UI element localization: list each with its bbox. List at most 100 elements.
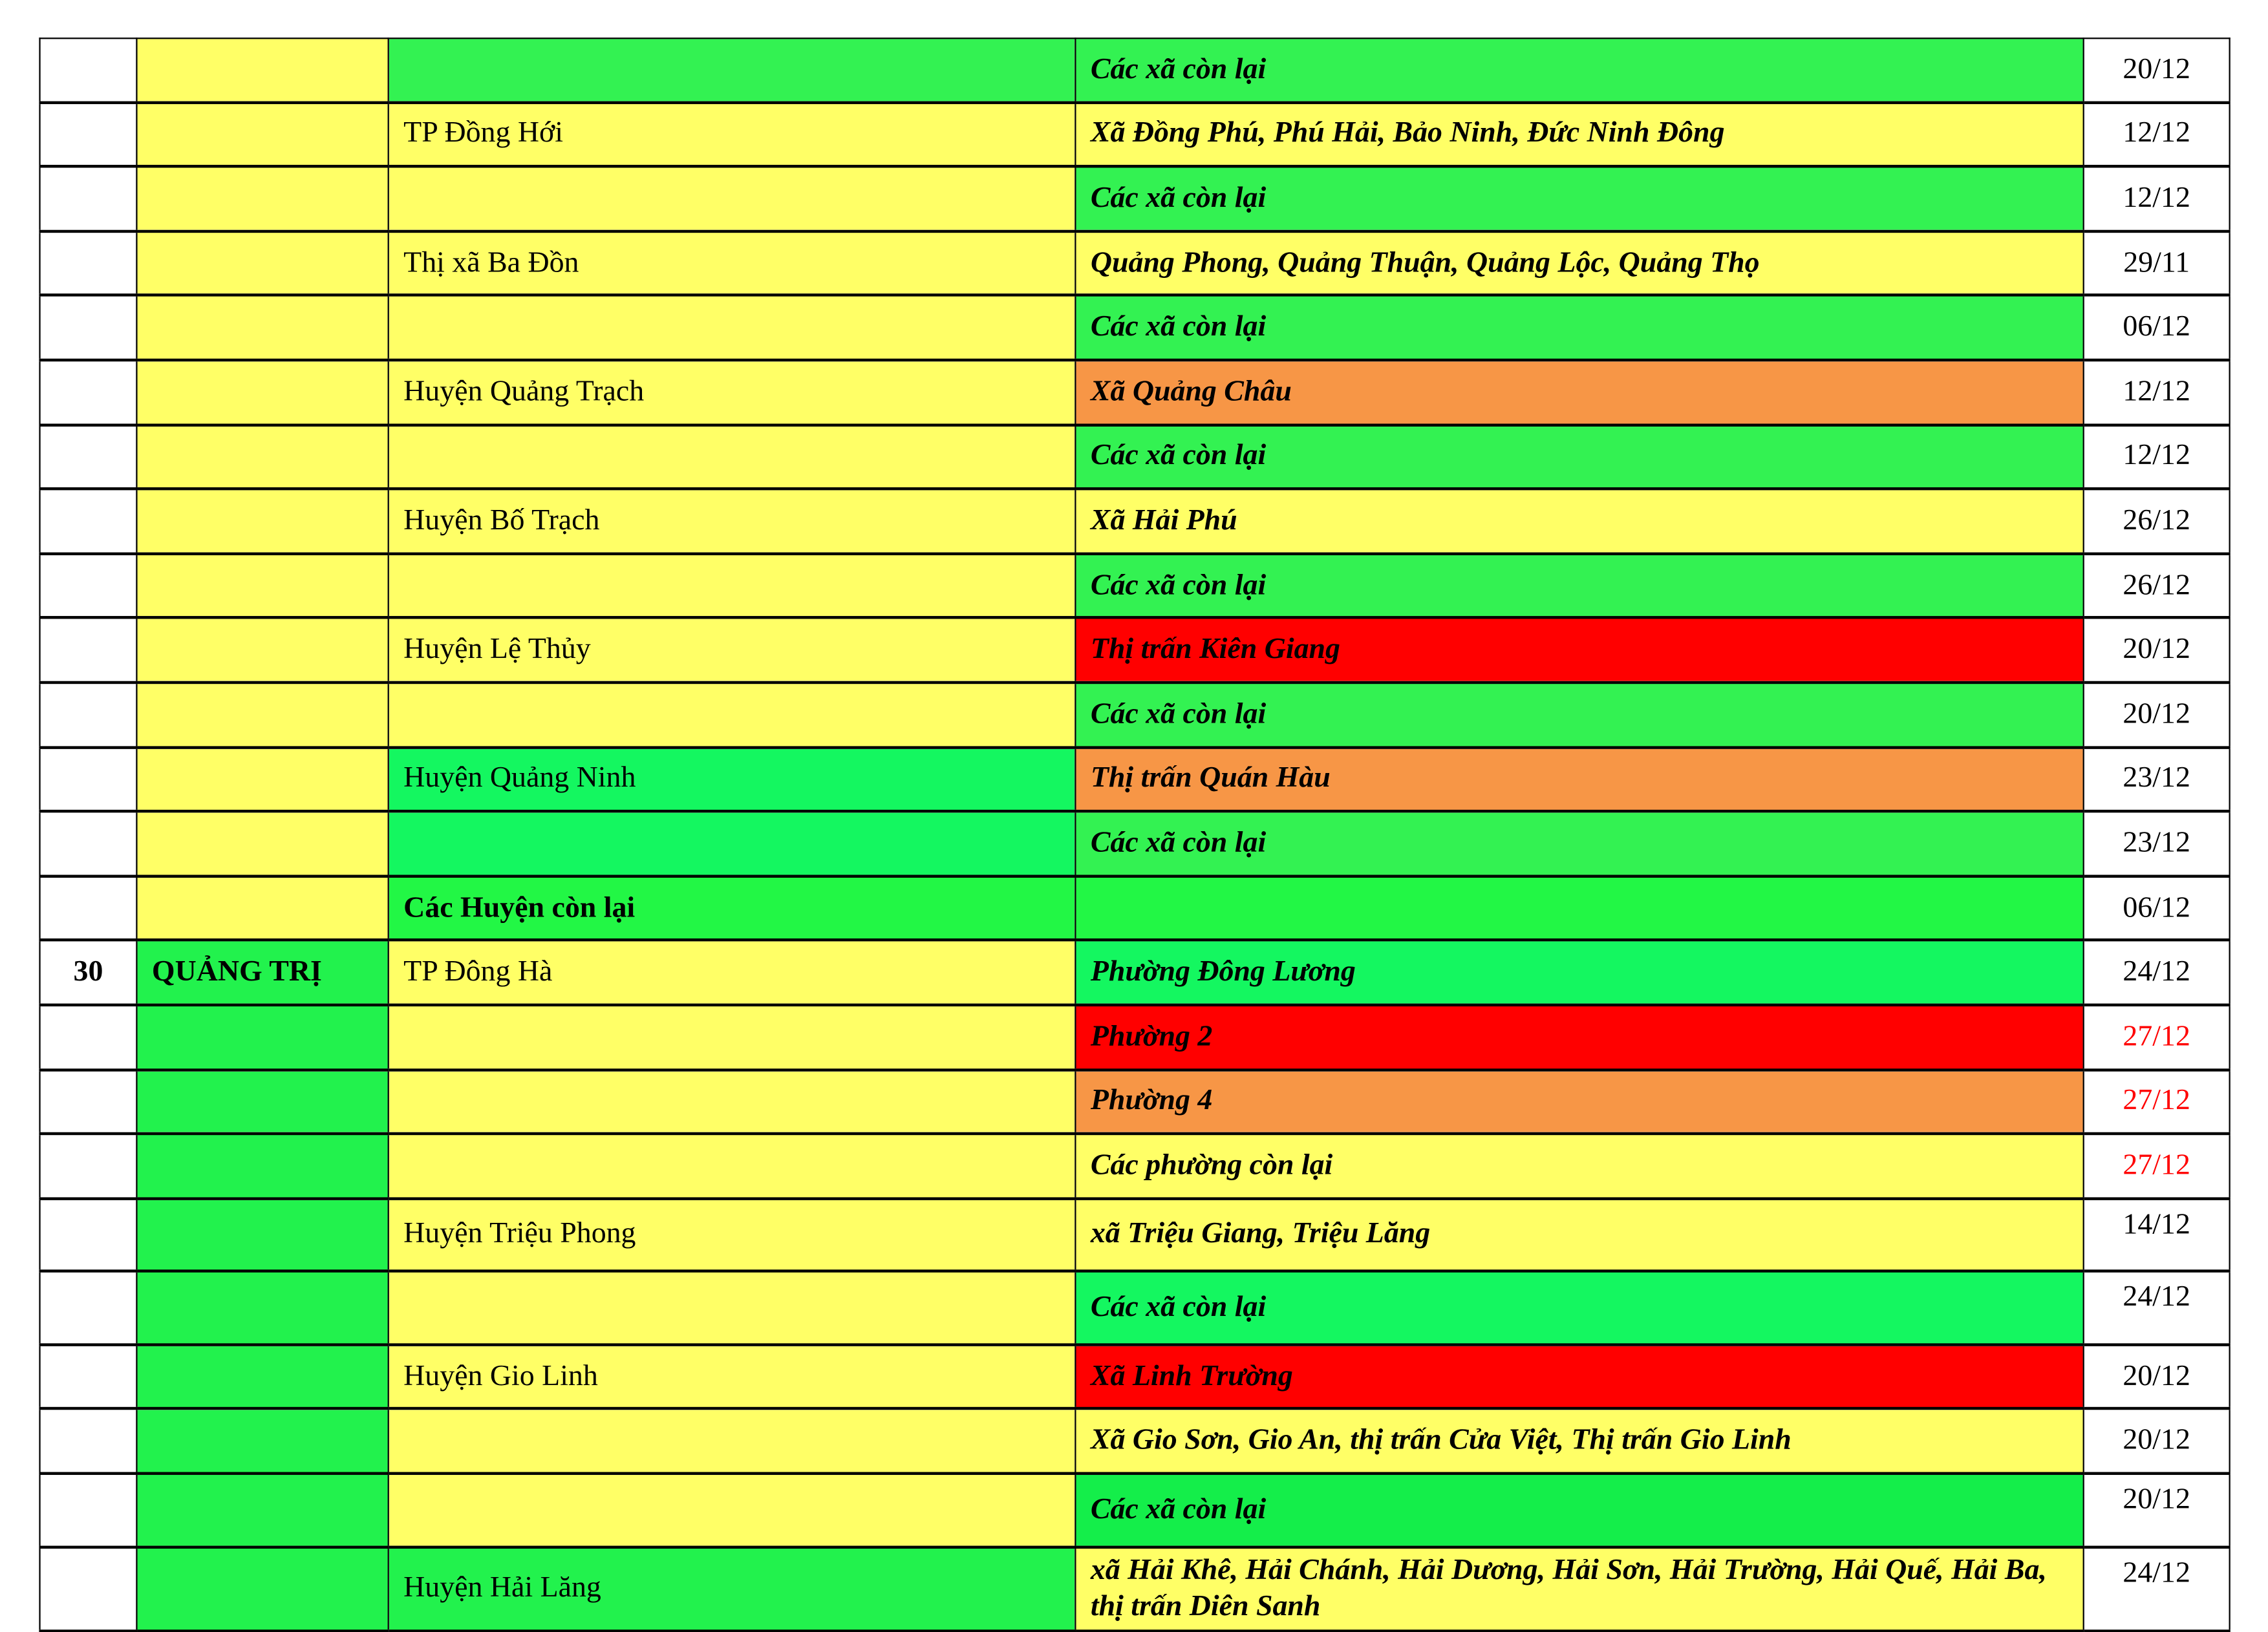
table-row: Huyện Quảng Ninh Thị trấn Quán Hàu 23/12: [39, 746, 2231, 813]
date-cell: 27/12: [2082, 1068, 2231, 1136]
province-cell: [136, 875, 389, 942]
row-number-cell: [39, 1545, 138, 1632]
commune-cell: Xã Quảng Châu: [1075, 359, 2084, 426]
row-number-cell: [39, 1133, 138, 1200]
date-cell: 20/12: [2082, 681, 2231, 748]
district-cell: [387, 553, 1076, 620]
date-cell: 24/12: [2082, 1271, 2231, 1346]
date-cell: 29/11: [2082, 230, 2231, 297]
table-row: Huyện Triệu Phong xã Triệu Giang, Triệu L…: [39, 1197, 2231, 1273]
province-cell: [136, 37, 389, 104]
district-cell: Huyện Bố Trạch: [387, 488, 1076, 555]
table-row: Xã Gio Sơn, Gio An, thị trấn Cửa Việt, T…: [39, 1408, 2231, 1476]
row-number-cell: [39, 1408, 138, 1476]
commune-cell: Xã Đồng Phú, Phú Hải, Bảo Ninh, Đức Ninh…: [1075, 101, 2084, 168]
row-number-cell: [39, 295, 138, 362]
province-cell: [136, 1344, 389, 1411]
date-cell: 23/12: [2082, 811, 2231, 878]
row-number-cell: [39, 1068, 138, 1136]
date-cell: 20/12: [2082, 1472, 2231, 1549]
date-cell: 24/12: [2082, 1545, 2231, 1632]
table-row: Các xã còn lại 20/12: [39, 1472, 2231, 1549]
province-cell: [136, 1197, 389, 1273]
district-cell: [387, 295, 1076, 362]
commune-cell: Các xã còn lại: [1075, 295, 2084, 362]
province-cell: [136, 359, 389, 426]
province-cell: [136, 681, 389, 748]
province-cell: [136, 165, 389, 233]
province-cell: [136, 1472, 389, 1549]
commune-cell: Các xã còn lại: [1075, 1472, 2084, 1549]
district-cell: [387, 423, 1076, 491]
district-cell: TP Đồng Hới: [387, 101, 1076, 168]
district-cell: [387, 1004, 1076, 1071]
district-cell: [387, 1068, 1076, 1136]
province-cell: [136, 295, 389, 362]
date-cell: 27/12: [2082, 1133, 2231, 1200]
district-cell: [387, 1271, 1076, 1346]
table-row: Phường 2 27/12: [39, 1004, 2231, 1071]
row-number-cell: [39, 875, 138, 942]
commune-cell: Các xã còn lại: [1075, 1271, 2084, 1346]
table-row: Huyện Quảng Trạch Xã Quảng Châu 12/12: [39, 359, 2231, 426]
row-number-cell: [39, 681, 138, 748]
table-row: Huyện Lệ Thủy Thị trấn Kiên Giang 20/12: [39, 617, 2231, 684]
table-row: Huyện Gio Linh Xã Linh Trường 20/12: [39, 1344, 2231, 1411]
commune-cell: Phường Đông Lương: [1075, 939, 2084, 1006]
table-row: Các phường còn lại 27/12: [39, 1133, 2231, 1200]
district-cell: [387, 37, 1076, 104]
district-cell: [387, 1472, 1076, 1549]
row-number-cell: [39, 1197, 138, 1273]
district-cell: Các Huyện còn lại: [387, 875, 1076, 942]
province-cell: [136, 746, 389, 813]
province-cell: [136, 1133, 389, 1200]
table-row: 30 QUẢNG TRỊ TP Đông Hà Phường Đông Lương 24…: [39, 939, 2231, 1006]
district-cell: [387, 165, 1076, 233]
province-cell: [136, 423, 389, 491]
district-cell: Huyện Triệu Phong: [387, 1197, 1076, 1273]
date-cell: 20/12: [2082, 617, 2231, 684]
row-number-cell: [39, 101, 138, 168]
table-row: Các xã còn lại 24/12: [39, 1271, 2231, 1346]
commune-cell: Các xã còn lại: [1075, 165, 2084, 233]
province-cell: [136, 230, 389, 297]
table-row: Phường 4 27/12: [39, 1068, 2231, 1136]
table-row: Huyện Bố Trạch Xã Hải Phú 26/12: [39, 488, 2231, 555]
province-cell: [136, 1408, 389, 1476]
table-row: Các xã còn lại 12/12: [39, 423, 2231, 491]
province-cell: [136, 1004, 389, 1071]
province-cell: [136, 488, 389, 555]
commune-cell: Xã Hải Phú: [1075, 488, 2084, 555]
table-row: Huyện Hải Lăng xã Hải Khê, Hải Chánh, Hải…: [39, 1545, 2231, 1632]
commune-cell: xã Triệu Giang, Triệu Lăng: [1075, 1197, 2084, 1273]
table-row: TP Đồng Hới Xã Đồng Phú, Phú Hải, Bảo Nin…: [39, 101, 2231, 168]
table-body: Các xã còn lại 20/12 TP Đồng Hới Xã Đồng Ph…: [39, 37, 2231, 1632]
district-cell: [387, 811, 1076, 878]
row-number-cell: [39, 746, 138, 813]
district-cell: [387, 1408, 1076, 1476]
date-cell: 27/12: [2082, 1004, 2231, 1071]
province-cell: QUẢNG TRỊ: [136, 939, 389, 1006]
date-cell: 12/12: [2082, 101, 2231, 168]
row-number-cell: [39, 811, 138, 878]
province-cell: [136, 1271, 389, 1346]
table-row: Các xã còn lại 20/12: [39, 37, 2231, 104]
row-number-cell: [39, 165, 138, 233]
date-cell: 12/12: [2082, 423, 2231, 491]
row-number-cell: [39, 617, 138, 684]
province-cell: [136, 1068, 389, 1136]
date-cell: 24/12: [2082, 939, 2231, 1006]
row-number-cell: [39, 37, 138, 104]
commune-cell: Phường 2: [1075, 1004, 2084, 1071]
date-cell: 26/12: [2082, 553, 2231, 620]
commune-cell: [1075, 875, 2084, 942]
province-cell: [136, 1545, 389, 1632]
commune-cell: Các xã còn lại: [1075, 681, 2084, 748]
row-number-cell: [39, 1271, 138, 1346]
date-cell: 20/12: [2082, 37, 2231, 104]
row-number-cell: [39, 359, 138, 426]
row-number-cell: [39, 553, 138, 620]
table-row: Các xã còn lại 20/12: [39, 681, 2231, 748]
row-number-cell: [39, 1004, 138, 1071]
